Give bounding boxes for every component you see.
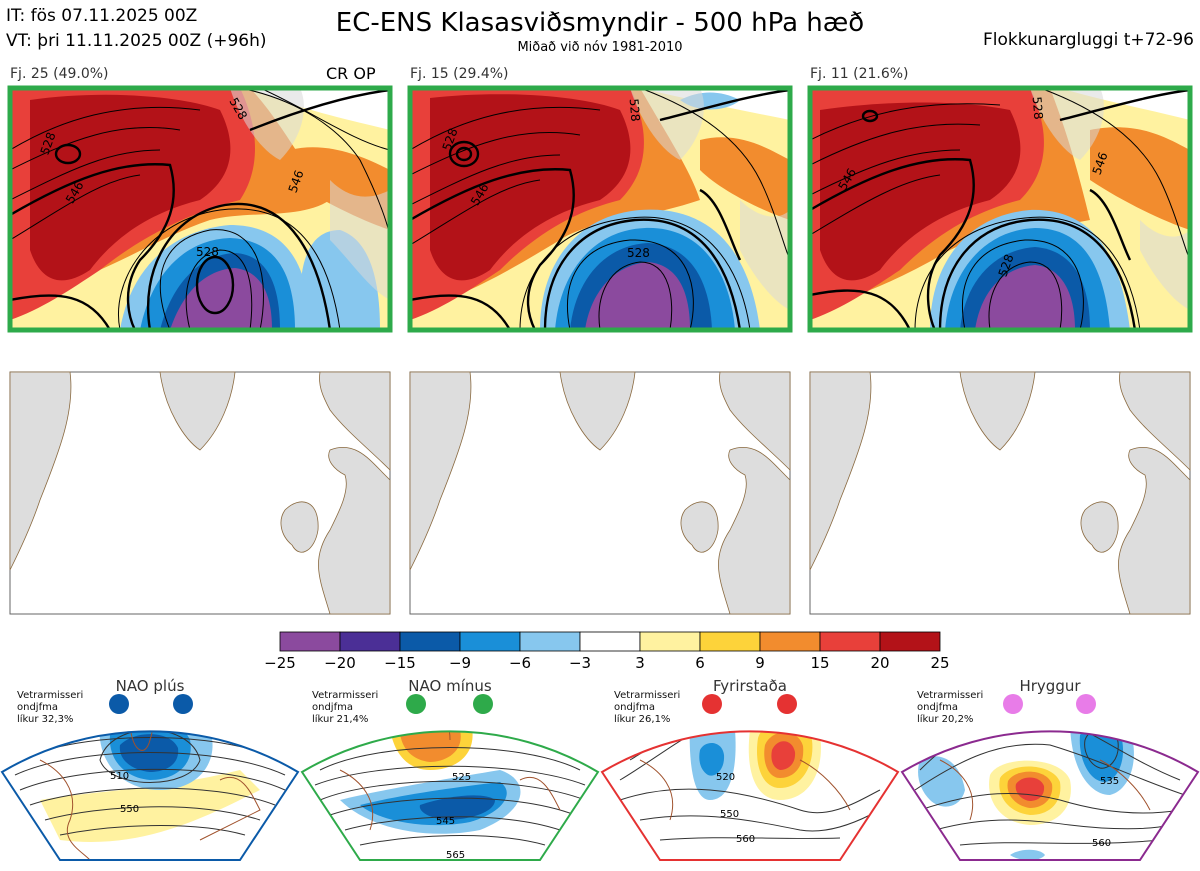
regime-ridge-label-3: 560 xyxy=(1092,838,1111,849)
regime-blocking-info-1: Vetrarmisseri xyxy=(614,690,681,701)
regime-blocking-dot-1 xyxy=(702,694,722,714)
colorbar-tick-label: −20 xyxy=(324,654,356,672)
colorbar: −25 −20 −15 −9 −6 −3 3 6 9 15 20 25 xyxy=(264,631,950,672)
regime-ridge-title: Hryggur xyxy=(1019,677,1081,695)
colorbar-swatch xyxy=(819,631,881,652)
colorbar-tick-label: 25 xyxy=(930,654,949,672)
regime-blocking-info-3: líkur 26,1% xyxy=(614,714,671,725)
regime-nao-plus-dot-1 xyxy=(109,694,129,714)
colorbar-swatch xyxy=(699,631,761,652)
regime-blocking-label-1: 520 xyxy=(716,772,735,783)
regime-nao-minus-label-1: 525 xyxy=(452,772,471,783)
cluster-2-contour-4: 528 xyxy=(627,98,643,122)
regime-ridge-dot-2 xyxy=(1076,694,1096,714)
cluster-3-contour-4: 528 xyxy=(1030,96,1046,120)
regime-blocking-info: Vetrarmisseri ondjfma líkur 26,1% xyxy=(614,690,680,726)
colorbar-tick-label: −3 xyxy=(569,654,591,672)
regime-nao-plus-dot-2 xyxy=(173,694,193,714)
regime-nao-minus-title: NAO mínus xyxy=(408,677,492,695)
page-subtitle: Miðað við nóv 1981-2010 xyxy=(517,40,683,55)
regime-nao-plus-info-3: líkur 32,3% xyxy=(17,714,74,725)
regime-nao-minus-label-2: 545 xyxy=(436,816,455,827)
cluster-1-contour-3: 528 xyxy=(196,245,219,259)
initial-time: IT: fös 07.11.2025 00Z xyxy=(6,6,198,26)
cluster-1-tag: CR OP xyxy=(326,64,376,83)
colorbar-swatch xyxy=(339,631,401,652)
regime-nao-minus-dot-1 xyxy=(406,694,426,714)
cluster-3-label: Fj. 11 (21.6%) xyxy=(810,66,909,82)
cluster-2-map: 528 546 528 528 xyxy=(410,88,790,330)
colorbar-swatch xyxy=(759,631,821,652)
regime-nao-minus-label-3: 565 xyxy=(446,850,465,861)
regime-blocking-map: 520 550 560 xyxy=(600,730,900,861)
regime-nao-plus-info: Vetrarmisseri ondjfma líkur 32,3% xyxy=(17,690,83,726)
colorbar-tick-label: 9 xyxy=(755,654,765,672)
colorbar-swatch xyxy=(399,631,461,652)
cluster-2-frame xyxy=(407,85,793,333)
regime-ridge-info: Vetrarmisseri ondjfma líkur 20,2% xyxy=(917,690,983,726)
colorbar-tick-label: 15 xyxy=(810,654,829,672)
colorbar-tick-label: 6 xyxy=(695,654,705,672)
cluster-3-frame xyxy=(807,85,1193,333)
colorbar-swatch xyxy=(579,631,641,652)
empty-map-1 xyxy=(9,371,391,615)
regime-nao-minus-info-1: Vetrarmisseri xyxy=(312,690,379,701)
regime-blocking-label-3: 560 xyxy=(736,834,755,845)
cluster-2-label: Fj. 15 (29.4%) xyxy=(410,66,509,82)
valid-time: VT: þri 11.11.2025 00Z (+96h) xyxy=(6,31,267,51)
regime-nao-minus-info: Vetrarmisseri ondjfma líkur 21,4% xyxy=(312,690,378,726)
cluster-1-frame xyxy=(7,85,393,333)
colorbar-tick-label: 20 xyxy=(870,654,889,672)
colorbar-swatch xyxy=(279,631,341,652)
colorbar-tick-label: −15 xyxy=(384,654,416,672)
colorbar-tick-label: 3 xyxy=(635,654,645,672)
empty-map-2 xyxy=(409,371,791,615)
regime-ridge-label-2: 535 xyxy=(1100,776,1119,787)
cluster-1-map: 528 546 528 546 528 xyxy=(10,88,390,330)
colorbar-tick-label: −25 xyxy=(264,654,296,672)
regime-nao-plus-label-1: 510 xyxy=(110,771,129,782)
cluster-2-contour-3: 528 xyxy=(627,246,650,260)
regime-nao-minus-map: 525 545 565 xyxy=(300,730,600,861)
colorbar-swatch xyxy=(639,631,701,652)
regime-blocking-label-2: 550 xyxy=(720,809,739,820)
regime-ridge-info-2: ondjfma xyxy=(917,702,958,713)
colorbar-tick-label: −9 xyxy=(449,654,471,672)
regime-ridge-info-3: líkur 20,2% xyxy=(917,714,974,725)
regime-nao-plus-title: NAO plús xyxy=(115,677,185,695)
colorbar-tick-label: −6 xyxy=(509,654,531,672)
regime-ridge-info-1: Vetrarmisseri xyxy=(917,690,984,701)
colorbar-swatch xyxy=(519,631,581,652)
regime-blocking-dot-2 xyxy=(777,694,797,714)
regime-nao-plus-map: 510 550 xyxy=(0,730,300,861)
regime-nao-plus-label-2: 550 xyxy=(120,804,139,815)
regime-nao-minus-info-3: líkur 21,4% xyxy=(312,714,369,725)
regime-blocking-title: Fyrirstaða xyxy=(713,677,787,695)
regime-ridge-map: 505 535 560 xyxy=(900,723,1200,861)
regime-blocking-info-2: ondjfma xyxy=(614,702,655,713)
header-run-info: IT: fös 07.11.2025 00Z VT: þri 11.11.202… xyxy=(6,4,267,54)
classification-window: Flokkunargluggi t+72-96 xyxy=(982,30,1194,50)
cluster-3-map: 546 528 546 528 xyxy=(810,88,1190,330)
regime-ridge-label-1: 505 xyxy=(1046,723,1065,734)
empty-map-3 xyxy=(809,371,1191,615)
page-title: EC-ENS Klasasviðsmyndir - 500 hPa hæð xyxy=(335,8,865,38)
regime-nao-minus-info-2: ondjfma xyxy=(312,702,353,713)
cluster-1-label: Fj. 25 (49.0%) xyxy=(10,66,109,82)
regime-nao-plus-info-1: Vetrarmisseri xyxy=(17,690,84,701)
colorbar-swatch xyxy=(879,631,941,652)
colorbar-swatch xyxy=(459,631,521,652)
regime-nao-plus-info-2: ondjfma xyxy=(17,702,58,713)
regime-nao-minus-dot-2 xyxy=(473,694,493,714)
regime-ridge-dot-1 xyxy=(1003,694,1023,714)
